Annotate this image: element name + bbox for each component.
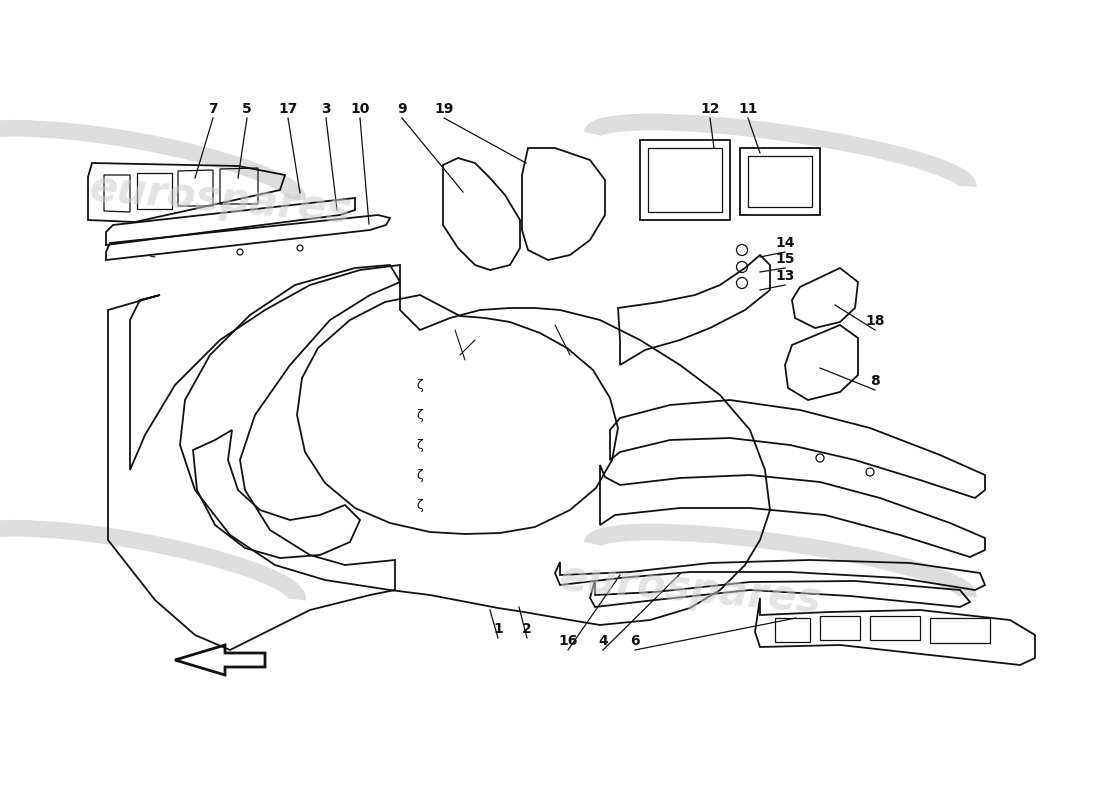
Text: 13: 13 — [776, 269, 794, 283]
Text: 5: 5 — [242, 102, 252, 116]
Text: 6: 6 — [630, 634, 640, 648]
Text: 4: 4 — [598, 634, 608, 648]
Text: 9: 9 — [397, 102, 407, 116]
Text: 16: 16 — [559, 634, 578, 648]
Text: ζ: ζ — [417, 378, 424, 391]
Text: 7: 7 — [208, 102, 218, 116]
Text: 12: 12 — [701, 102, 719, 116]
Text: ζ: ζ — [417, 498, 424, 511]
Text: ζ: ζ — [417, 469, 424, 482]
Text: 8: 8 — [870, 374, 880, 388]
Text: 19: 19 — [434, 102, 453, 116]
Text: 2: 2 — [522, 622, 532, 636]
Text: 15: 15 — [776, 252, 794, 266]
Text: 10: 10 — [350, 102, 370, 116]
Text: 14: 14 — [776, 236, 794, 250]
Text: 3: 3 — [321, 102, 331, 116]
Text: 18: 18 — [866, 314, 884, 328]
Text: eurospares: eurospares — [87, 168, 353, 232]
Text: eurospares: eurospares — [557, 558, 823, 622]
Text: 11: 11 — [738, 102, 758, 116]
Text: 1: 1 — [493, 622, 503, 636]
Text: ζ: ζ — [417, 438, 424, 451]
Text: 17: 17 — [278, 102, 298, 116]
Text: ζ: ζ — [417, 409, 424, 422]
